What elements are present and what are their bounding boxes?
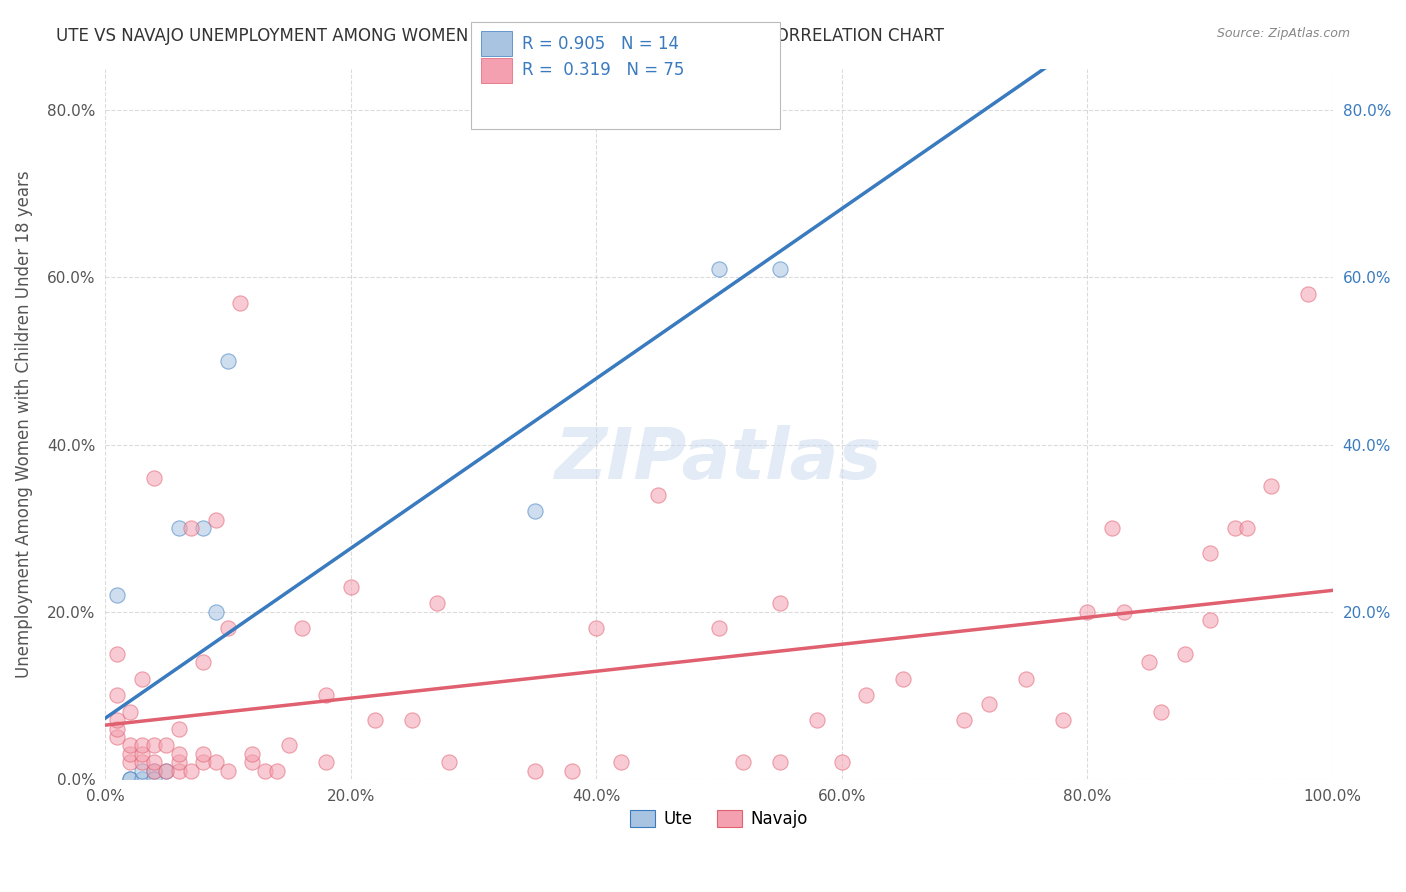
Navajo (1076, 605, 1098, 619)
Navajo (143, 471, 166, 485)
Text: Source: ZipAtlas.com: Source: ZipAtlas.com (1216, 27, 1350, 40)
Navajo (204, 513, 226, 527)
Navajo (131, 672, 153, 686)
Ute (105, 588, 128, 602)
Navajo (105, 714, 128, 728)
Ute (193, 521, 215, 535)
Legend: Ute, Navajo: Ute, Navajo (623, 803, 814, 835)
Navajo (118, 705, 141, 719)
Navajo (315, 689, 337, 703)
Navajo (1015, 672, 1038, 686)
Navajo (855, 689, 877, 703)
Ute (204, 605, 226, 619)
Navajo (167, 764, 190, 778)
Navajo (1150, 705, 1173, 719)
Text: R =  0.319   N = 75: R = 0.319 N = 75 (522, 62, 683, 79)
Navajo (1174, 647, 1197, 661)
Text: UTE VS NAVAJO UNEMPLOYMENT AMONG WOMEN WITH CHILDREN UNDER 18 YEARS CORRELATION : UTE VS NAVAJO UNEMPLOYMENT AMONG WOMEN W… (56, 27, 945, 45)
Ute (217, 354, 239, 368)
Navajo (180, 764, 202, 778)
Navajo (561, 764, 583, 778)
Navajo (1199, 613, 1222, 627)
Ute (131, 772, 153, 786)
Text: R = 0.905   N = 14: R = 0.905 N = 14 (522, 35, 679, 53)
Navajo (523, 764, 546, 778)
Navajo (769, 755, 792, 769)
Navajo (217, 622, 239, 636)
Navajo (266, 764, 288, 778)
Navajo (1236, 521, 1258, 535)
Navajo (290, 622, 312, 636)
Navajo (1260, 479, 1282, 493)
Y-axis label: Unemployment Among Women with Children Under 18 years: Unemployment Among Women with Children U… (15, 169, 32, 678)
Navajo (118, 755, 141, 769)
Navajo (143, 755, 166, 769)
Navajo (105, 722, 128, 736)
Navajo (193, 655, 215, 669)
Ute (167, 521, 190, 535)
Navajo (977, 697, 1000, 711)
Navajo (217, 764, 239, 778)
Navajo (167, 747, 190, 761)
Ute (707, 262, 730, 277)
Navajo (1199, 546, 1222, 560)
Navajo (118, 747, 141, 761)
Navajo (707, 622, 730, 636)
Navajo (253, 764, 276, 778)
Navajo (204, 755, 226, 769)
Navajo (105, 647, 128, 661)
Ute (118, 772, 141, 786)
Navajo (242, 755, 264, 769)
Navajo (831, 755, 853, 769)
Ute (155, 764, 177, 778)
Navajo (105, 730, 128, 744)
Navajo (1137, 655, 1160, 669)
Navajo (105, 689, 128, 703)
Navajo (242, 747, 264, 761)
Navajo (437, 755, 460, 769)
Navajo (647, 488, 669, 502)
Ute (143, 772, 166, 786)
Ute (523, 504, 546, 518)
Navajo (131, 747, 153, 761)
Navajo (953, 714, 976, 728)
Ute (143, 764, 166, 778)
Navajo (806, 714, 828, 728)
Navajo (1112, 605, 1135, 619)
Ute (131, 764, 153, 778)
Navajo (364, 714, 387, 728)
Navajo (131, 739, 153, 753)
Navajo (229, 295, 252, 310)
Navajo (155, 739, 177, 753)
Navajo (339, 580, 361, 594)
Text: ZIPatlas: ZIPatlas (555, 425, 883, 494)
Navajo (769, 596, 792, 610)
Navajo (315, 755, 337, 769)
Navajo (1052, 714, 1074, 728)
Navajo (118, 739, 141, 753)
Navajo (426, 596, 449, 610)
Navajo (193, 755, 215, 769)
Navajo (891, 672, 914, 686)
Navajo (143, 739, 166, 753)
Navajo (278, 739, 301, 753)
Navajo (193, 747, 215, 761)
Navajo (1101, 521, 1123, 535)
Navajo (1223, 521, 1246, 535)
Navajo (155, 764, 177, 778)
Navajo (143, 764, 166, 778)
Navajo (180, 521, 202, 535)
Navajo (167, 755, 190, 769)
Navajo (585, 622, 607, 636)
Navajo (609, 755, 631, 769)
Navajo (131, 755, 153, 769)
Navajo (401, 714, 423, 728)
Ute (769, 262, 792, 277)
Ute (118, 772, 141, 786)
Navajo (167, 722, 190, 736)
Navajo (733, 755, 755, 769)
Navajo (1296, 287, 1319, 301)
